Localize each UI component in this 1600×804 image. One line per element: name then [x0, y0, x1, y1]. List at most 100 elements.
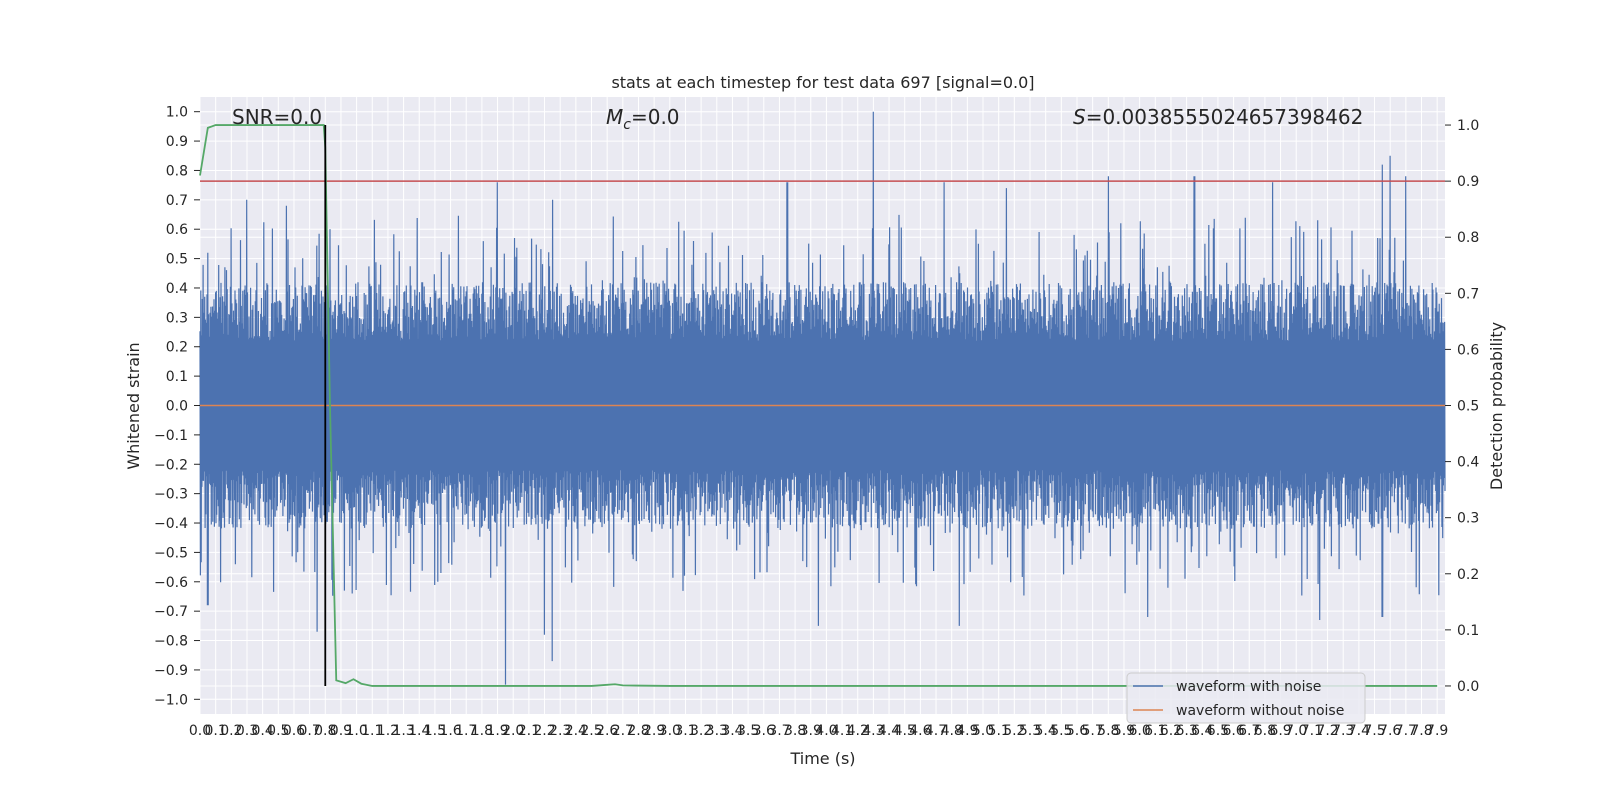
y-tick-label: 0.5: [166, 252, 188, 268]
series-waveform-with-noise: [199, 111, 1446, 685]
x-tick-label: 7.1: [1301, 723, 1323, 739]
s-statistic-symbol: S: [1073, 105, 1086, 129]
chirp-mass-value: =0.0: [631, 105, 680, 129]
x-tick-label: 1.4: [408, 723, 430, 739]
y-right-tick-label: 0.9: [1457, 174, 1479, 190]
x-tick-label: 1.3: [392, 723, 414, 739]
x-tick-label: 1.2: [377, 723, 399, 739]
x-tick-label: 0.2: [220, 723, 242, 739]
x-tick-label: 2.1: [518, 723, 540, 739]
y-tick-label: 0.8: [166, 163, 188, 179]
x-tick-label: 5.2: [1003, 723, 1025, 739]
x-tick-label: 2.3: [549, 723, 571, 739]
y-tick-label: 0.3: [166, 310, 188, 326]
x-axis-title: Time (s): [789, 749, 855, 768]
x-tick-label: 5.3: [1019, 723, 1041, 739]
series-layer: [199, 111, 1446, 687]
y-right-tick-label: 0.4: [1457, 455, 1479, 471]
legend-box: [1126, 672, 1366, 724]
y-tick-label: −0.5: [154, 545, 188, 561]
y-tick-label: −0.1: [154, 428, 188, 444]
snr-annotation: SNR=0.0: [232, 105, 322, 129]
x-tick-label: 3.4: [721, 723, 743, 739]
x-tick-label: 7.9: [1426, 723, 1448, 739]
chirp-mass-annotation: Mc=0.0: [606, 105, 680, 133]
y-tick-label: −0.8: [154, 634, 188, 650]
x-tick-label: 7.2: [1316, 723, 1338, 739]
legend-label-waveform-with-noise: waveform with noise: [1176, 679, 1321, 695]
y-axis-title: Whitened strain: [124, 342, 143, 469]
y-right-tick-label: 0.6: [1457, 342, 1479, 358]
chirp-mass-subscript: c: [623, 117, 631, 133]
legend-label-waveform-without-noise: waveform without noise: [1176, 703, 1344, 719]
x-tick-label: 0.1: [205, 723, 227, 739]
y-tick-label: 0.4: [166, 281, 188, 297]
y-tick-label: 0.6: [166, 222, 188, 238]
x-tick-label: 5.7: [1082, 723, 1104, 739]
y-tick-label: −0.6: [154, 575, 188, 591]
x-tick-label: 0.9: [330, 723, 352, 739]
s-statistic-annotation: S=0.0038555024657398462: [1073, 105, 1363, 129]
x-tick-label: 7.8: [1410, 723, 1432, 739]
x-tick-label: 7.5: [1363, 723, 1385, 739]
x-tick-label: 7.3: [1332, 723, 1354, 739]
axes-layer: 0.00.10.20.30.40.50.60.70.80.91.01.11.21…: [154, 105, 1479, 739]
x-tick-label: 4.2: [847, 723, 869, 739]
y-tick-label: −0.3: [154, 487, 188, 503]
x-tick-label: 0.8: [314, 723, 336, 739]
x-tick-label: 3.8: [784, 723, 806, 739]
x-tick-label: 2.0: [502, 723, 524, 739]
y-tick-label: −0.7: [154, 604, 188, 620]
x-tick-label: 2.6: [596, 723, 618, 739]
y-right-tick-label: 0.7: [1457, 286, 1479, 302]
y-right-tick-label: 0.5: [1457, 399, 1479, 415]
x-tick-label: 7.0: [1285, 723, 1307, 739]
x-tick-label: 5.0: [972, 723, 994, 739]
x-tick-label: 5.4: [1035, 723, 1057, 739]
x-tick-label: 6.0: [1128, 723, 1150, 739]
x-tick-label: 1.1: [361, 723, 383, 739]
x-tick-label: 4.5: [894, 723, 916, 739]
y-tick-label: 0.7: [166, 193, 188, 209]
x-tick-label: 3.7: [768, 723, 790, 739]
x-tick-label: 3.5: [737, 723, 759, 739]
x-tick-label: 0.5: [267, 723, 289, 739]
y-tick-label: 0.1: [166, 369, 188, 385]
legend: waveform with noise waveform without noi…: [1126, 672, 1366, 724]
x-tick-label: 0.0: [189, 723, 211, 739]
x-tick-label: 5.8: [1097, 723, 1119, 739]
x-tick-label: 0.4: [252, 723, 274, 739]
x-tick-label: 4.4: [878, 723, 900, 739]
x-tick-label: 4.6: [909, 723, 931, 739]
x-tick-label: 2.2: [533, 723, 555, 739]
x-tick-label: 1.5: [424, 723, 446, 739]
y-right-tick-label: 0.8: [1457, 230, 1479, 246]
y-tick-label: −0.2: [154, 457, 188, 473]
x-tick-label: 5.1: [988, 723, 1010, 739]
y-tick-label: −0.9: [154, 663, 188, 679]
x-tick-label: 3.0: [659, 723, 681, 739]
s-statistic-value: =0.0038555024657398462: [1086, 105, 1364, 129]
x-tick-label: 0.6: [283, 723, 305, 739]
x-tick-label: 5.6: [1066, 723, 1088, 739]
x-tick-label: 2.9: [643, 723, 665, 739]
x-tick-label: 2.7: [612, 723, 634, 739]
x-tick-label: 2.8: [627, 723, 649, 739]
y-right-tick-label: 0.2: [1457, 567, 1479, 583]
x-tick-label: 6.7: [1238, 723, 1260, 739]
x-tick-label: 7.7: [1395, 723, 1417, 739]
chart-title: stats at each timestep for test data 697…: [611, 73, 1034, 92]
x-tick-label: 1.0: [345, 723, 367, 739]
x-tick-label: 6.9: [1269, 723, 1291, 739]
x-tick-label: 6.1: [1144, 723, 1166, 739]
x-tick-label: 5.9: [1113, 723, 1135, 739]
y-tick-label: 0.9: [166, 134, 188, 150]
x-tick-label: 3.2: [690, 723, 712, 739]
x-tick-label: 3.6: [753, 723, 775, 739]
x-tick-label: 6.8: [1254, 723, 1276, 739]
x-tick-label: 4.7: [925, 723, 947, 739]
x-tick-label: 7.6: [1379, 723, 1401, 739]
x-tick-label: 6.5: [1207, 723, 1229, 739]
